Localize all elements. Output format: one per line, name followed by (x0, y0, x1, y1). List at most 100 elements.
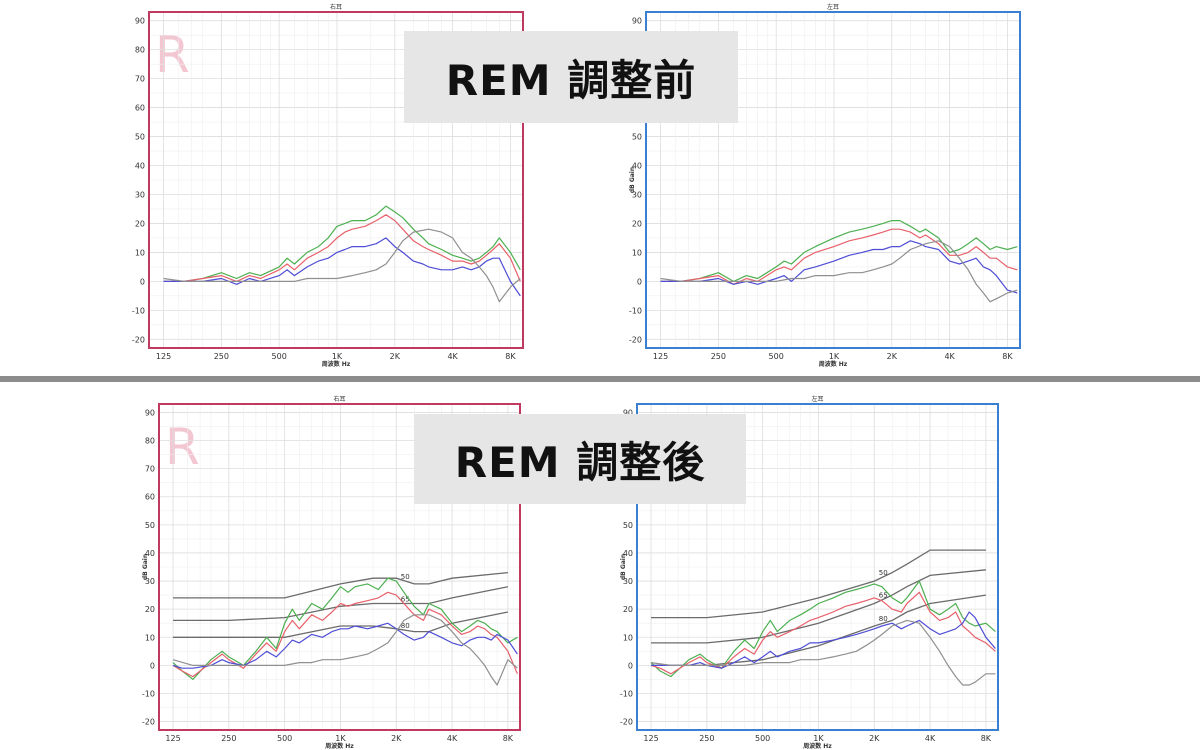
y-tick-label: -20 (629, 335, 642, 344)
ear-watermark: R (165, 418, 200, 476)
series-line-0 (660, 220, 1018, 282)
series-line-1 (660, 228, 1018, 285)
x-tick-label: 1K (829, 352, 840, 361)
x-tick-label: 500 (277, 734, 292, 743)
x-tick-label: 1K (813, 734, 824, 743)
x-tick-label: 1K (335, 734, 346, 743)
x-tick-label: 4K (944, 352, 955, 361)
x-tick-label: 125 (643, 734, 658, 743)
x-tick-label: 2K (390, 352, 401, 361)
target-label-50: 50 (879, 569, 888, 577)
x-tick-label: 250 (221, 734, 236, 743)
target-label-65: 65 (401, 596, 410, 604)
y-tick-label: 0 (150, 661, 155, 670)
x-tick-label: 500 (755, 734, 770, 743)
x-tick-label: 8K (503, 734, 514, 743)
target-label-65: 65 (879, 591, 888, 599)
x-tick-label: 1K (332, 352, 343, 361)
x-tick-label: 2K (869, 734, 880, 743)
y-tick-label: -20 (132, 335, 145, 344)
chart-title: 左耳 (827, 3, 839, 11)
y-tick-label: 40 (632, 162, 642, 171)
ear-watermark: R (155, 26, 190, 84)
x-tick-label: 4K (447, 734, 458, 743)
y-tick-label: 50 (623, 521, 633, 530)
y-tick-label: 10 (623, 633, 633, 642)
x-tick-label: 8K (981, 734, 992, 743)
chart-title: 左耳 (811, 395, 823, 403)
x-axis-label: 周波数 Hz (325, 742, 354, 750)
y-tick-label: -10 (132, 306, 145, 315)
banner-after-adjustment: REM 調整後 (414, 414, 746, 504)
chart-title: 右耳 (333, 395, 345, 403)
y-tick-label: 0 (140, 277, 145, 286)
series-line-0 (163, 205, 521, 282)
y-axis-label: dB Gain (142, 554, 149, 580)
grid (149, 12, 523, 348)
plot-frame (645, 11, 1021, 349)
y-tick-label: -10 (629, 306, 642, 315)
y-tick-label: 20 (145, 605, 155, 614)
target-curve-50 (651, 549, 986, 619)
plot-frame (148, 11, 524, 349)
chart-title: 右耳 (330, 3, 342, 11)
target-label-80: 80 (401, 622, 410, 630)
plot-frame (158, 403, 521, 731)
y-tick-label: 20 (632, 219, 642, 228)
banner-before-adjustment: REM 調整前 (404, 31, 738, 123)
series-line-3 (650, 619, 996, 686)
y-tick-label: 0 (628, 661, 633, 670)
y-tick-label: 90 (623, 408, 633, 417)
x-tick-label: 4K (447, 352, 458, 361)
series-line-2 (163, 237, 521, 297)
y-tick-label: 30 (135, 190, 145, 199)
y-tick-label: 30 (632, 190, 642, 199)
y-tick-label: 90 (632, 17, 642, 26)
x-tick-label: 2K (887, 352, 898, 361)
series-line-3 (163, 228, 521, 303)
series-line-3 (660, 240, 1018, 303)
y-tick-label: 60 (145, 493, 155, 502)
y-tick-label: 80 (135, 46, 145, 55)
y-tick-label: 90 (135, 17, 145, 26)
y-tick-label: 70 (135, 75, 145, 84)
y-tick-label: 0 (637, 277, 642, 286)
y-tick-label: 70 (145, 465, 155, 474)
x-tick-label: 250 (214, 352, 229, 361)
target-curve-80 (173, 611, 509, 638)
x-tick-label: 250 (699, 734, 714, 743)
target-label-50: 50 (401, 573, 410, 581)
y-tick-label: 20 (135, 219, 145, 228)
y-tick-label: 10 (632, 248, 642, 257)
y-tick-label: 80 (145, 437, 155, 446)
y-tick-label: 40 (623, 549, 633, 558)
y-tick-label: -10 (620, 689, 633, 698)
y-tick-label: -10 (142, 689, 155, 698)
y-tick-label: 30 (145, 577, 155, 586)
target-curve-50 (173, 571, 508, 599)
y-tick-label: 40 (145, 549, 155, 558)
x-tick-label: 8K (505, 352, 516, 361)
y-tick-label: 10 (145, 633, 155, 642)
x-tick-label: 8K (1002, 352, 1013, 361)
x-tick-label: 2K (391, 734, 402, 743)
x-axis-label: 周波数 Hz (803, 742, 832, 750)
target-curve-65 (651, 569, 986, 644)
y-tick-label: -20 (620, 718, 633, 727)
series-line-3 (172, 614, 518, 686)
y-tick-label: 50 (145, 521, 155, 530)
x-tick-label: 500 (769, 352, 784, 361)
y-tick-label: 40 (135, 162, 145, 171)
target-curve-65 (173, 586, 509, 622)
y-tick-label: 10 (135, 248, 145, 257)
x-axis-label: 周波数 Hz (819, 360, 848, 368)
x-tick-label: 4K (925, 734, 936, 743)
y-tick-label: 50 (632, 133, 642, 142)
y-tick-label: 60 (135, 104, 145, 113)
series-line-2 (651, 611, 996, 669)
y-tick-label: 20 (623, 605, 633, 614)
y-tick-label: -20 (142, 718, 155, 727)
y-tick-label: 90 (145, 408, 155, 417)
series-line-1 (172, 591, 518, 678)
x-axis-label: 周波数 Hz (322, 360, 351, 368)
